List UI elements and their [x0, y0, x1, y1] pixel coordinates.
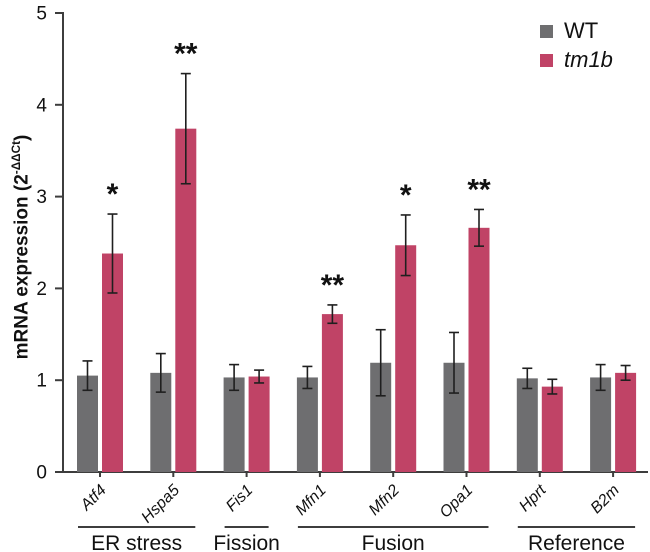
- bar-tm1b-Opa1: [468, 227, 490, 472]
- group-label: Reference: [528, 532, 625, 552]
- y-tick-label: 3: [36, 187, 47, 208]
- bar-WT-Mfn1: [296, 377, 318, 472]
- gene-label: Hspa5: [138, 482, 183, 527]
- gene-label: Fis1: [223, 482, 256, 515]
- tm1b-color-swatch: [540, 53, 553, 67]
- significance-marker: **: [321, 269, 345, 302]
- bar-WT-Opa1: [443, 362, 465, 472]
- bar-WT-B2m: [590, 377, 612, 472]
- bar-WT-Hprt: [516, 378, 538, 472]
- legend-label-wt: WT: [564, 18, 599, 43]
- y-axis-title: mRNA expression (2-ΔΔCt): [10, 12, 36, 482]
- gene-label: B2m: [588, 482, 623, 517]
- legend-item-wt: WT: [540, 20, 613, 42]
- gene-label: Mfn1: [293, 482, 330, 519]
- legend-item-tm1b: tm1b: [540, 49, 613, 71]
- group-label: Fusion: [362, 532, 425, 552]
- significance-marker: **: [174, 38, 198, 71]
- y-tick-label: 2: [36, 279, 47, 300]
- legend-label-tm1b: tm1b: [564, 47, 613, 72]
- y-axis-title-superscript: -ΔΔCt: [10, 140, 23, 175]
- legend: WT tm1b: [540, 20, 613, 71]
- significance-marker: *: [400, 179, 412, 212]
- significance-marker: *: [107, 178, 119, 211]
- bar-tm1b-Hprt: [541, 386, 563, 472]
- y-tick-label: 0: [36, 463, 47, 484]
- bar-tm1b-Mfn1: [321, 314, 343, 472]
- group-label: Fission: [213, 532, 280, 552]
- gene-label: Hprt: [516, 481, 550, 515]
- bar-WT-Mfn2: [370, 362, 392, 472]
- bar-WT-Atf4: [77, 375, 98, 472]
- significance-marker: **: [467, 173, 491, 206]
- y-tick-label: 5: [36, 4, 47, 25]
- y-tick-label: 1: [36, 371, 47, 392]
- bar-tm1b-Fis1: [248, 376, 270, 472]
- y-axis-title-text: mRNA expression (2: [11, 174, 33, 360]
- group-label: ER stress: [91, 532, 182, 552]
- bar-tm1b-Atf4: [102, 253, 123, 472]
- y-tick-label: 4: [36, 95, 47, 116]
- bar-WT-Hspa5: [150, 372, 172, 472]
- y-axis-title-close: ): [11, 134, 33, 141]
- bar-WT-Fis1: [223, 377, 245, 472]
- bar-tm1b-B2m: [615, 372, 637, 472]
- gene-label: Opa1: [437, 482, 477, 522]
- bar-tm1b-Mfn2: [395, 245, 417, 472]
- gene-label: Mfn2: [366, 482, 403, 519]
- gene-label: Atf4: [77, 482, 110, 515]
- wt-color-swatch: [540, 24, 553, 38]
- bar-tm1b-Hspa5: [175, 128, 197, 472]
